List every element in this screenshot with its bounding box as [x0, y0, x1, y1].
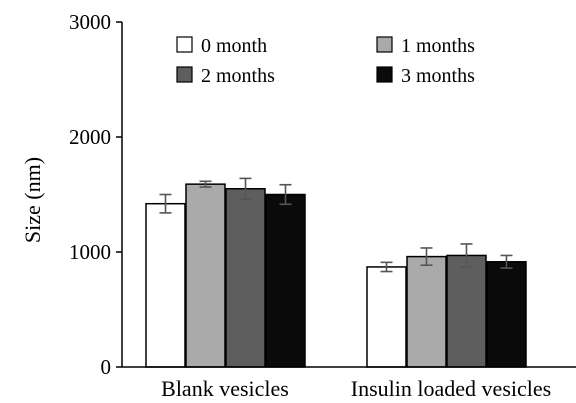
category-label: Insulin loaded vesicles	[351, 376, 551, 401]
y-axis-label: Size (nm)	[20, 157, 45, 243]
y-tick-label: 0	[101, 355, 112, 379]
bar-1-0	[366, 266, 407, 368]
legend-swatch	[376, 66, 393, 83]
y-tick-label: 2000	[69, 125, 111, 149]
plot-area: 0 1000 2000 3000 Blank vesicles Insulin loade…	[69, 10, 576, 401]
legend-swatch	[176, 66, 193, 83]
category-label: Blank vesicles	[161, 376, 289, 401]
y-tick-label: 3000	[69, 10, 111, 34]
y-tick-label: 1000	[69, 240, 111, 264]
bar-0-1	[185, 183, 226, 368]
legend-swatch	[176, 36, 193, 53]
legend-label: 3 months	[401, 65, 475, 87]
bar-0-2	[225, 188, 266, 368]
bar-1-2	[446, 254, 487, 368]
bar-1-1	[406, 255, 447, 368]
legend-swatch	[376, 36, 393, 53]
bar-0-0	[145, 202, 186, 368]
bar-1-3	[486, 261, 527, 368]
legend-label: 2 months	[201, 65, 275, 87]
legend-label: 1 months	[401, 35, 475, 57]
bar-0-3	[265, 193, 306, 368]
legend-label: 0 month	[201, 35, 267, 57]
